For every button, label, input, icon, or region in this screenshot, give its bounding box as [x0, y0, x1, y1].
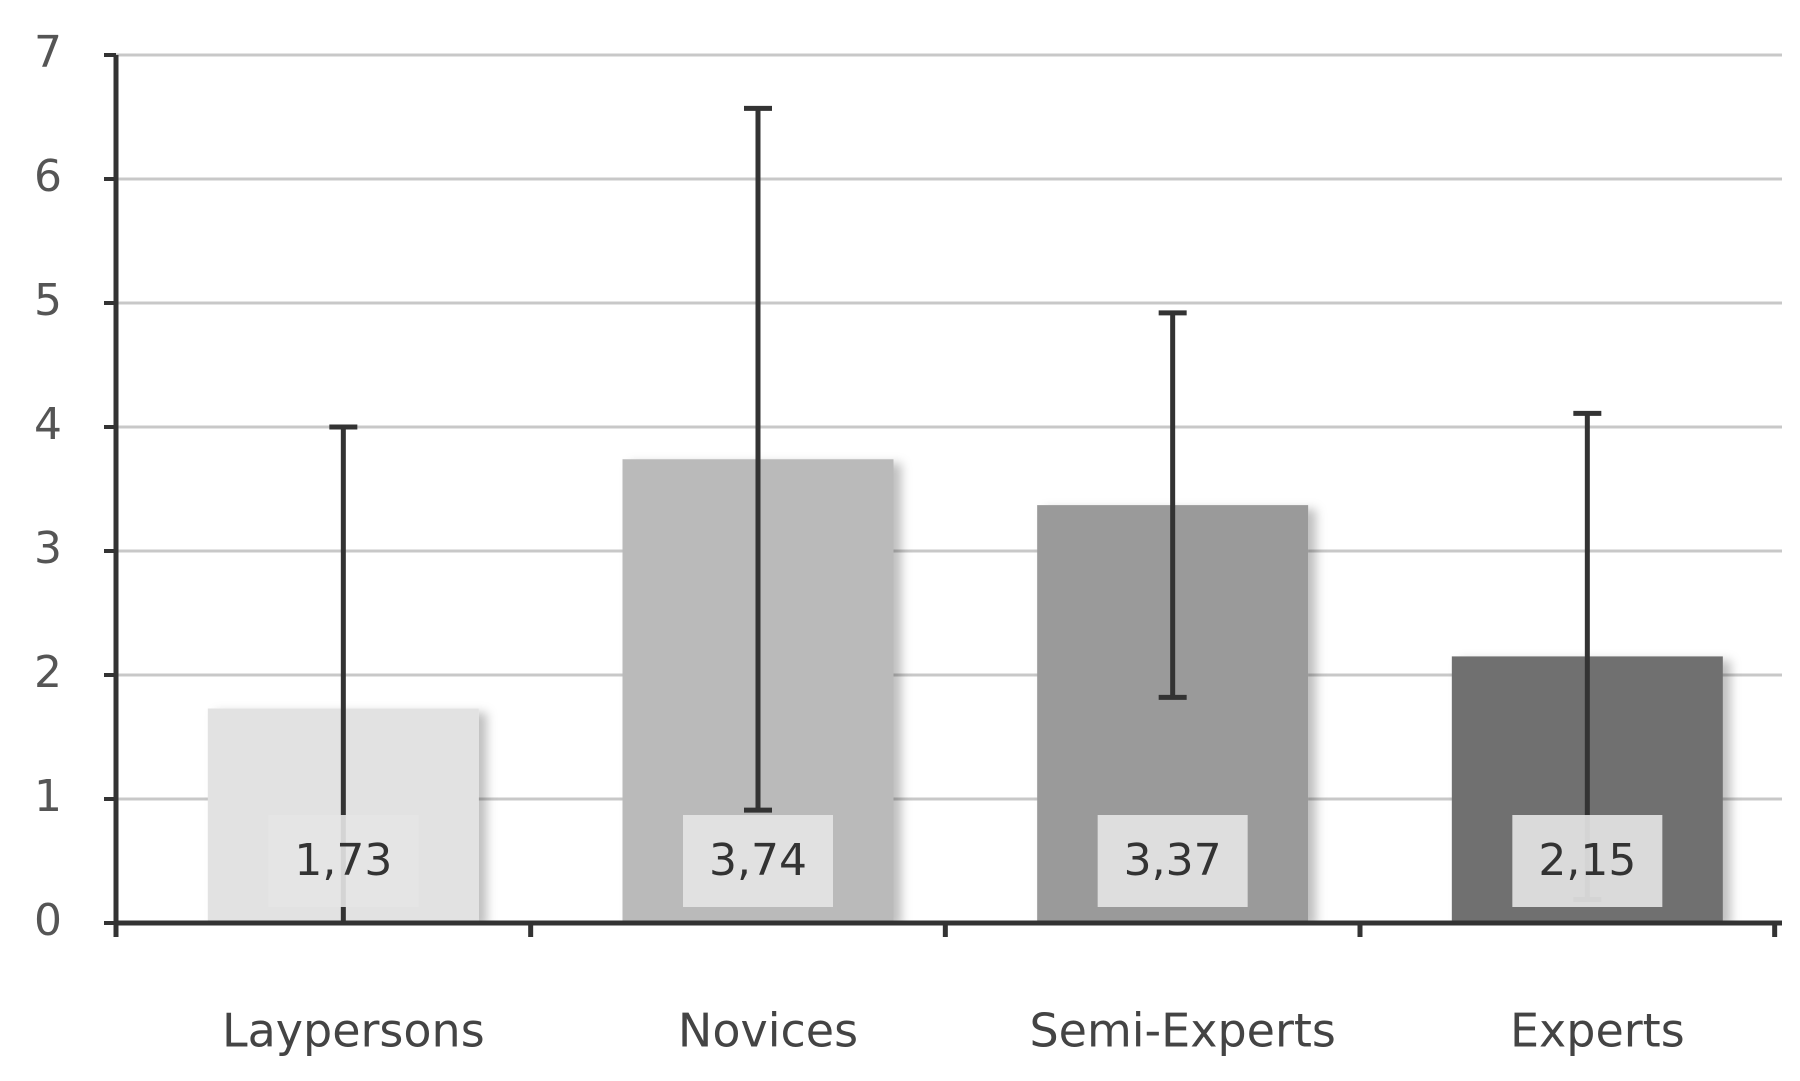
plot-area — [207, 105, 1723, 925]
value-label-box — [268, 815, 419, 907]
value-label-box — [1512, 815, 1663, 907]
y-tick-label: 6 — [34, 151, 62, 202]
value-label: 3,74 — [709, 835, 807, 886]
value-label: 3,37 — [1124, 835, 1222, 886]
y-tick-label: 3 — [34, 523, 62, 574]
y-tick-label: 4 — [34, 399, 62, 450]
x-tick-label: Experts — [1510, 1004, 1685, 1058]
value-label: 1,73 — [294, 835, 392, 886]
value-label-box — [682, 815, 833, 907]
y-tick-label: 1 — [34, 771, 62, 822]
value-label: 2,15 — [1538, 835, 1636, 886]
x-tick-label: Semi-Experts — [1029, 1004, 1335, 1058]
x-tick-label: Novices — [678, 1004, 858, 1058]
value-label-box — [1097, 815, 1248, 907]
y-tick-label: 2 — [34, 647, 62, 698]
x-tick-label: Laypersons — [222, 1004, 485, 1058]
y-tick-label: 7 — [34, 27, 62, 78]
y-tick-label: 5 — [34, 275, 62, 326]
y-tick-label: 0 — [34, 895, 62, 946]
